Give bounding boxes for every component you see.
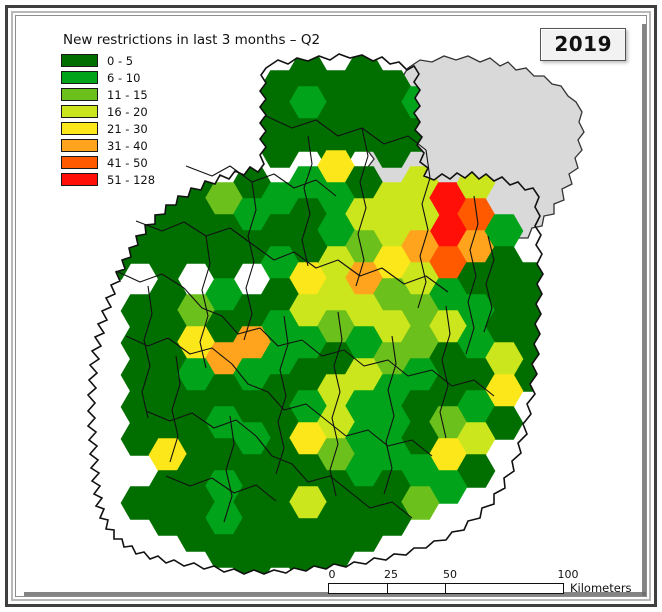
legend-swatch xyxy=(61,122,98,135)
scale-bar-segment xyxy=(329,583,388,593)
scale-bar-row: Kilometers xyxy=(328,581,632,595)
ireland-coastline xyxy=(86,53,544,575)
year-badge: 2019 xyxy=(540,28,626,61)
map-canvas xyxy=(16,16,646,596)
scale-bar-segment xyxy=(387,583,446,593)
frame-shadow-right xyxy=(642,24,646,596)
legend-swatch xyxy=(61,156,98,169)
legend-rows: 0 - 5 6 - 10 11 - 15 16 - 20 21 - 30 31 - 40 4… xyxy=(61,53,320,187)
legend-swatch xyxy=(61,139,98,152)
legend-row: 6 - 10 xyxy=(61,70,320,85)
legend-label: 51 - 128 xyxy=(107,172,156,187)
figure-border-inner: New restrictions in last 3 months – Q2 0… xyxy=(15,15,647,597)
legend-label: 41 - 50 xyxy=(107,155,148,170)
legend-swatch xyxy=(61,54,98,67)
county-boundaries xyxy=(115,115,495,523)
legend-title: New restrictions in last 3 months – Q2 xyxy=(63,32,321,48)
legend-row: 0 - 5 xyxy=(61,53,320,68)
scale-bar-segment xyxy=(446,583,563,593)
legend-row: 31 - 40 xyxy=(61,138,320,153)
figure-border-outer: New restrictions in last 3 months – Q2 0… xyxy=(5,5,657,607)
legend-row: 16 - 20 xyxy=(61,104,320,119)
legend-label: 21 - 30 xyxy=(107,121,148,136)
scale-bar-ticks: 0 25 50 100 xyxy=(328,568,579,581)
map-legend: New restrictions in last 3 months – Q2 0… xyxy=(61,32,320,189)
scale-bar-unit: Kilometers xyxy=(570,581,632,595)
legend-label: 0 - 5 xyxy=(107,53,134,68)
frame-shadow-bottom xyxy=(24,592,646,596)
legend-label: 31 - 40 xyxy=(107,138,148,153)
legend-row: 51 - 128 xyxy=(61,172,320,187)
legend-row: 11 - 15 xyxy=(61,87,320,102)
legend-swatch xyxy=(61,71,98,84)
legend-row: 41 - 50 xyxy=(61,155,320,170)
scale-tick-label: 25 xyxy=(384,568,398,581)
legend-swatch xyxy=(61,88,98,101)
legend-label: 16 - 20 xyxy=(107,104,148,119)
legend-swatch xyxy=(61,105,98,118)
hex-cell xyxy=(288,550,328,574)
legend-label: 11 - 15 xyxy=(107,87,148,102)
scale-bar: 0 25 50 100 Kilometers xyxy=(328,568,632,595)
year-label: 2019 xyxy=(554,32,612,56)
scale-tick-label: 50 xyxy=(443,568,457,581)
scale-tick-label: 0 xyxy=(328,568,336,581)
hex-cell xyxy=(232,550,272,574)
legend-label: 6 - 10 xyxy=(107,70,141,85)
legend-row: 21 - 30 xyxy=(61,121,320,136)
figure-border-mid: New restrictions in last 3 months – Q2 0… xyxy=(11,11,651,601)
scale-bar-segments xyxy=(328,582,564,594)
scale-tick-label: 100 xyxy=(557,568,579,581)
ireland-choropleth-map xyxy=(16,16,646,596)
legend-swatch xyxy=(61,173,98,186)
